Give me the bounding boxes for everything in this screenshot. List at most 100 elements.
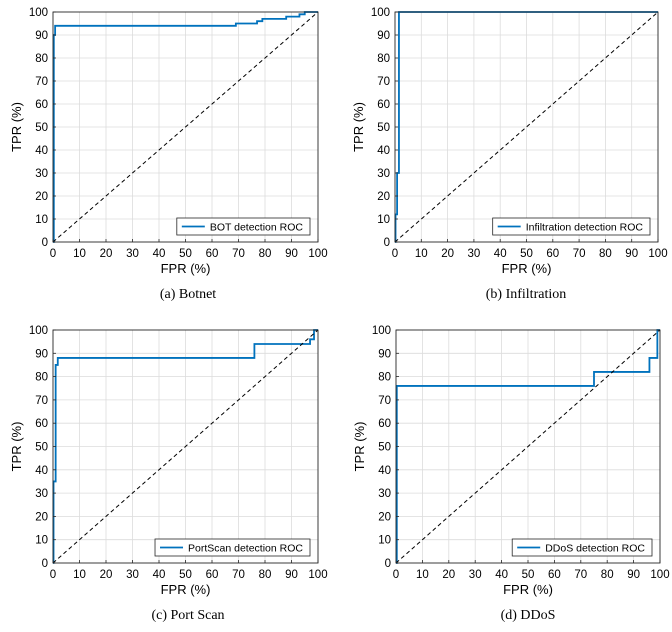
roc-curve-line	[394, 11, 658, 243]
x-tick-label: 70	[232, 569, 245, 581]
legend: PortScan detection ROC	[154, 538, 311, 557]
subfigure-caption: (d) DDoS	[501, 608, 556, 623]
y-tick-label: 60	[35, 99, 48, 111]
y-axis-label: TPR (%)	[9, 422, 24, 472]
x-axis-label: FPR (%)	[502, 261, 552, 276]
y-tick-label: 100	[371, 7, 390, 19]
y-tick-label: 40	[35, 465, 48, 477]
y-tick-label: 60	[378, 418, 391, 430]
x-tick-label: 0	[50, 569, 56, 581]
x-tick-label: 10	[73, 248, 86, 260]
y-tick-label: 20	[35, 511, 48, 523]
x-tick-label: 100	[648, 248, 667, 260]
x-tick-label: 40	[494, 248, 507, 260]
x-tick-label: 30	[126, 248, 139, 260]
x-axis-label: FPR (%)	[161, 261, 211, 276]
x-tick-label: 90	[285, 248, 298, 260]
y-tick-label: 60	[35, 418, 48, 430]
diagonal-reference-line	[52, 329, 319, 564]
x-tick-label: 80	[601, 569, 614, 581]
chart-panel-4: 0 10 20 30 40 50 60 70 80 90 100 0 10 20 30 40 50 60 70 80 9…	[352, 325, 670, 623]
x-tick-label: 0	[50, 248, 56, 260]
legend-label: BOT detection ROC	[210, 221, 304, 233]
y-tick-label: 10	[378, 535, 391, 547]
y-tick-label: 0	[384, 237, 390, 249]
x-tick-label: 10	[416, 569, 429, 581]
y-tick-label: 40	[378, 465, 391, 477]
x-tick-label: 30	[126, 569, 139, 581]
y-tick-label: 100	[29, 7, 48, 19]
y-tick-label: 90	[377, 30, 390, 42]
legend: BOT detection ROC	[176, 217, 311, 236]
y-tick-label: 80	[377, 53, 390, 65]
y-tick-label: 20	[378, 511, 391, 523]
y-tick-label: 30	[377, 168, 390, 180]
diagonal-reference-line	[52, 11, 319, 243]
x-tick-label: 80	[259, 569, 272, 581]
y-tick-label: 0	[42, 237, 48, 249]
y-tick-label: 20	[377, 191, 390, 203]
y-tick-label: 50	[35, 122, 48, 134]
x-axis-label: FPR (%)	[161, 582, 211, 597]
x-tick-label: 70	[573, 248, 586, 260]
subfigure-caption: (c) Port Scan	[151, 608, 224, 623]
y-tick-label: 40	[377, 145, 390, 157]
y-tick-label: 30	[35, 488, 48, 500]
y-tick-label: 70	[378, 395, 391, 407]
y-tick-label: 70	[377, 76, 390, 88]
x-tick-label: 90	[285, 569, 298, 581]
x-tick-label: 20	[100, 569, 113, 581]
x-tick-label: 80	[259, 248, 272, 260]
y-tick-label: 50	[377, 122, 390, 134]
y-tick-label: 80	[378, 372, 391, 384]
y-tick-label: 80	[35, 53, 48, 65]
subfigure-caption: (b) Infiltration	[486, 287, 566, 302]
x-tick-label: 20	[442, 569, 455, 581]
x-tick-label: 50	[179, 569, 192, 581]
y-axis-label: TPR (%)	[351, 102, 366, 152]
y-tick-label: 60	[377, 99, 390, 111]
x-tick-label: 60	[548, 569, 561, 581]
legend-label: Infiltration detection ROC	[526, 221, 644, 233]
y-axis-label: TPR (%)	[9, 102, 24, 152]
x-tick-label: 0	[393, 569, 399, 581]
x-tick-label: 50	[520, 248, 533, 260]
x-tick-label: 30	[469, 569, 482, 581]
x-axis-label: FPR (%)	[503, 582, 553, 597]
x-tick-label: 100	[650, 569, 669, 581]
y-tick-label: 70	[35, 76, 48, 88]
y-tick-label: 50	[35, 442, 48, 454]
x-tick-label: 50	[179, 248, 192, 260]
y-tick-label: 10	[377, 214, 390, 226]
x-tick-label: 70	[574, 569, 587, 581]
y-axis-label: TPR (%)	[352, 422, 367, 472]
roc-curve-line	[52, 329, 318, 564]
y-tick-label: 30	[378, 488, 391, 500]
legend-box	[492, 217, 651, 236]
subfigure-caption: (a) Botnet	[160, 287, 216, 302]
y-tick-label: 40	[35, 145, 48, 157]
x-tick-label: 90	[625, 248, 638, 260]
x-tick-label: 30	[468, 248, 481, 260]
x-tick-label: 10	[73, 569, 86, 581]
chart-panel-2: 0 10 20 30 40 50 60 70 80 90 100 0 10 20 30 40 50 60 70 80 9…	[351, 7, 668, 302]
diagonal-reference-line	[394, 11, 659, 243]
x-tick-label: 60	[546, 248, 559, 260]
y-tick-label: 30	[35, 168, 48, 180]
legend-label: DDoS detection ROC	[545, 542, 645, 554]
y-tick-label: 0	[42, 558, 48, 570]
x-tick-label: 60	[206, 248, 219, 260]
x-tick-label: 50	[522, 569, 535, 581]
y-tick-label: 90	[35, 348, 48, 360]
y-tick-label: 10	[35, 214, 48, 226]
y-tick-label: 100	[372, 325, 391, 337]
y-tick-label: 90	[35, 30, 48, 42]
x-tick-label: 10	[415, 248, 428, 260]
y-tick-label: 50	[378, 442, 391, 454]
y-tick-label: 100	[29, 325, 48, 337]
x-tick-label: 40	[153, 248, 166, 260]
x-tick-label: 80	[599, 248, 612, 260]
chart-panel-3: 0 10 20 30 40 50 60 70 80 90 100 0 10 20 30 40 50 60 70 80 9…	[9, 325, 328, 623]
x-tick-label: 90	[627, 569, 640, 581]
